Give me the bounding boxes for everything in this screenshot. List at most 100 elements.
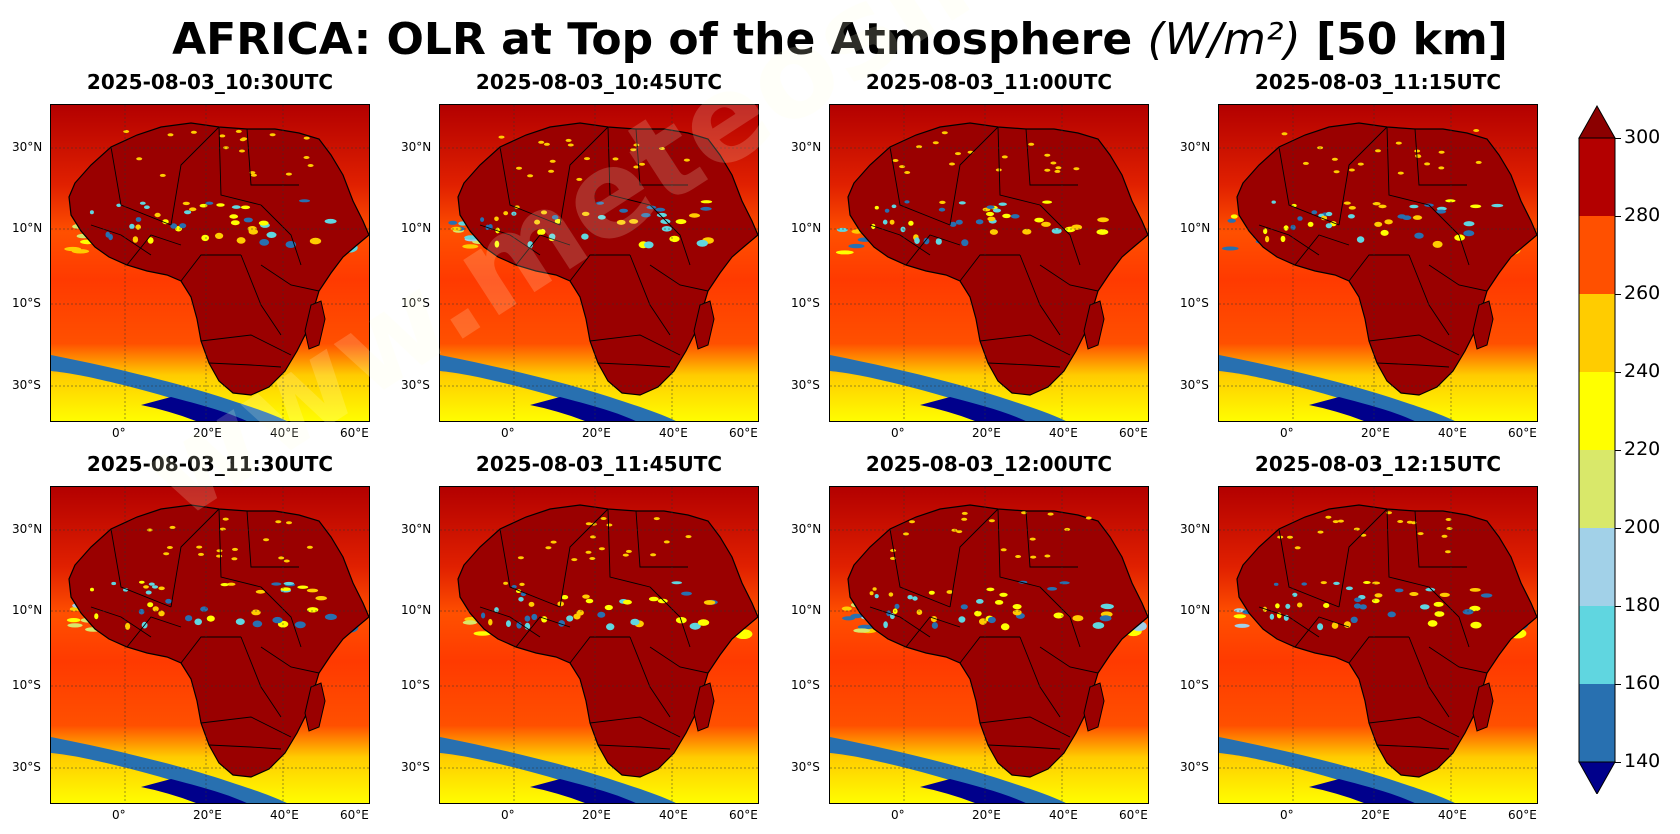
lat-tick-label: 30°S bbox=[791, 378, 820, 392]
graticule bbox=[440, 105, 758, 421]
lat-tick-label: 10°S bbox=[401, 296, 430, 310]
lon-tick-label: 40°E bbox=[270, 808, 299, 822]
lon-tick-label: 0° bbox=[1280, 808, 1294, 822]
lat-tick-label: 10°S bbox=[791, 296, 820, 310]
country-borders bbox=[90, 508, 320, 750]
colorbar-tick bbox=[1615, 528, 1621, 529]
sahel-convection bbox=[869, 580, 1114, 631]
olr-map bbox=[830, 487, 1148, 803]
lon-tick-label: 60°E bbox=[340, 426, 369, 440]
lon-tick-label: 20°E bbox=[582, 808, 611, 822]
country-borders bbox=[479, 126, 709, 368]
madagascar bbox=[1472, 682, 1494, 732]
lat-tick-label: 10°N bbox=[1180, 221, 1211, 235]
colorbar-extend-min bbox=[1578, 761, 1616, 794]
lat-tick-label: 30°N bbox=[1180, 140, 1211, 154]
lat-tick-label: 30°N bbox=[1180, 522, 1211, 536]
figure-title: AFRICA: OLR at Top of the Atmosphere (W/… bbox=[172, 14, 1508, 65]
colorbar-tick bbox=[1615, 450, 1621, 451]
lat-tick-label: 30°S bbox=[791, 760, 820, 774]
lat-tick-label: 30°N bbox=[791, 522, 822, 536]
lat-tick-label: 10°S bbox=[791, 678, 820, 692]
map-panel: 2025-08-03_12:15UTC 30°N 10°N 10°S 30°S 0° 20… bbox=[1178, 452, 1538, 830]
colorbar-tick bbox=[1615, 606, 1621, 607]
graticule bbox=[1219, 105, 1537, 421]
lat-tick-label: 10°N bbox=[791, 221, 822, 235]
lat-tick-label: 30°S bbox=[12, 760, 41, 774]
lat-tick-label: 30°N bbox=[401, 140, 432, 154]
frontal-core bbox=[141, 779, 247, 803]
olr-map bbox=[1219, 105, 1537, 421]
lon-tick-label: 60°E bbox=[729, 426, 758, 440]
colorbar-extend-max bbox=[1578, 104, 1616, 139]
graticule bbox=[51, 105, 369, 421]
madagascar bbox=[304, 300, 326, 350]
lon-tick-label: 20°E bbox=[1361, 426, 1390, 440]
map-panel: 2025-08-03_11:30UTC 30°N 10°N 10°S 30°S 0° 20… bbox=[10, 452, 370, 830]
lon-tick-label: 60°E bbox=[340, 808, 369, 822]
colorbar-tick bbox=[1615, 372, 1621, 373]
colorbar-scale bbox=[1578, 104, 1616, 794]
lat-tick-label: 30°S bbox=[1180, 760, 1209, 774]
lon-tick-label: 60°E bbox=[1119, 426, 1148, 440]
panel-timestamp: 2025-08-03_10:45UTC bbox=[475, 70, 723, 94]
lon-tick-label: 20°E bbox=[582, 426, 611, 440]
country-borders bbox=[479, 508, 709, 750]
lat-tick-label: 30°N bbox=[791, 140, 822, 154]
olr-map bbox=[1219, 487, 1537, 803]
lon-tick-label: 40°E bbox=[1438, 808, 1467, 822]
lat-tick-label: 10°N bbox=[401, 603, 432, 617]
map-panel: 2025-08-03_11:15UTC 30°N 10°N 10°S 30°S 0° 20… bbox=[1178, 70, 1538, 448]
lon-tick-label: 60°E bbox=[1508, 808, 1537, 822]
map-frame bbox=[829, 104, 1149, 422]
madagascar bbox=[1083, 300, 1105, 350]
lat-tick-label: 30°S bbox=[12, 378, 41, 392]
sahara-features bbox=[517, 517, 692, 562]
frontal-core bbox=[920, 779, 1026, 803]
sahel-convection bbox=[89, 199, 337, 248]
map-frame bbox=[439, 486, 759, 804]
colorbar-tick-label: 300 bbox=[1624, 126, 1661, 148]
country-borders bbox=[90, 126, 320, 368]
frontal-core bbox=[141, 397, 247, 421]
lat-tick-label: 30°S bbox=[401, 760, 430, 774]
colorbar-tick bbox=[1615, 138, 1621, 139]
lon-tick-label: 60°E bbox=[729, 808, 758, 822]
lat-tick-label: 30°N bbox=[401, 522, 432, 536]
lon-tick-label: 0° bbox=[891, 808, 905, 822]
colorbar-tick-label: 260 bbox=[1624, 282, 1661, 304]
colorbar: 300 280 260 240 220 200 180 160 140 bbox=[1560, 104, 1680, 794]
sahara-features bbox=[123, 129, 314, 177]
map-frame bbox=[50, 104, 370, 422]
country-borders bbox=[869, 508, 1099, 750]
lon-tick-label: 20°E bbox=[193, 808, 222, 822]
sahel-convection bbox=[1263, 199, 1504, 248]
madagascar bbox=[304, 682, 326, 732]
map-panel: 2025-08-03_11:00UTC 30°N 10°N 10°S 30°S 0° 20… bbox=[789, 70, 1149, 448]
olr-map bbox=[51, 105, 369, 421]
frontal-band bbox=[51, 737, 287, 803]
lat-tick-label: 30°N bbox=[12, 522, 43, 536]
sahara-features bbox=[892, 131, 1080, 174]
sahara-features bbox=[890, 511, 1092, 560]
lat-tick-label: 10°N bbox=[1180, 603, 1211, 617]
graticule bbox=[440, 487, 758, 803]
sahara-features bbox=[1281, 129, 1482, 175]
lat-tick-label: 10°N bbox=[401, 221, 432, 235]
madagascar bbox=[693, 300, 715, 350]
panel-timestamp: 2025-08-03_11:15UTC bbox=[1254, 70, 1502, 94]
lon-tick-label: 60°E bbox=[1119, 808, 1148, 822]
lon-tick-label: 40°E bbox=[1049, 808, 1078, 822]
map-frame bbox=[1218, 104, 1538, 422]
lon-tick-label: 40°E bbox=[659, 426, 688, 440]
lon-tick-label: 40°E bbox=[1049, 426, 1078, 440]
frontal-band bbox=[440, 737, 676, 803]
frontal-band bbox=[440, 355, 676, 421]
colorbar-segment bbox=[1579, 450, 1615, 528]
frontal-band bbox=[830, 355, 1066, 421]
colorbar-tick-label: 240 bbox=[1624, 360, 1661, 382]
colorbar-segment bbox=[1579, 372, 1615, 450]
colorbar-segment bbox=[1579, 294, 1615, 372]
lat-tick-label: 30°N bbox=[12, 140, 43, 154]
map-frame bbox=[50, 486, 370, 804]
